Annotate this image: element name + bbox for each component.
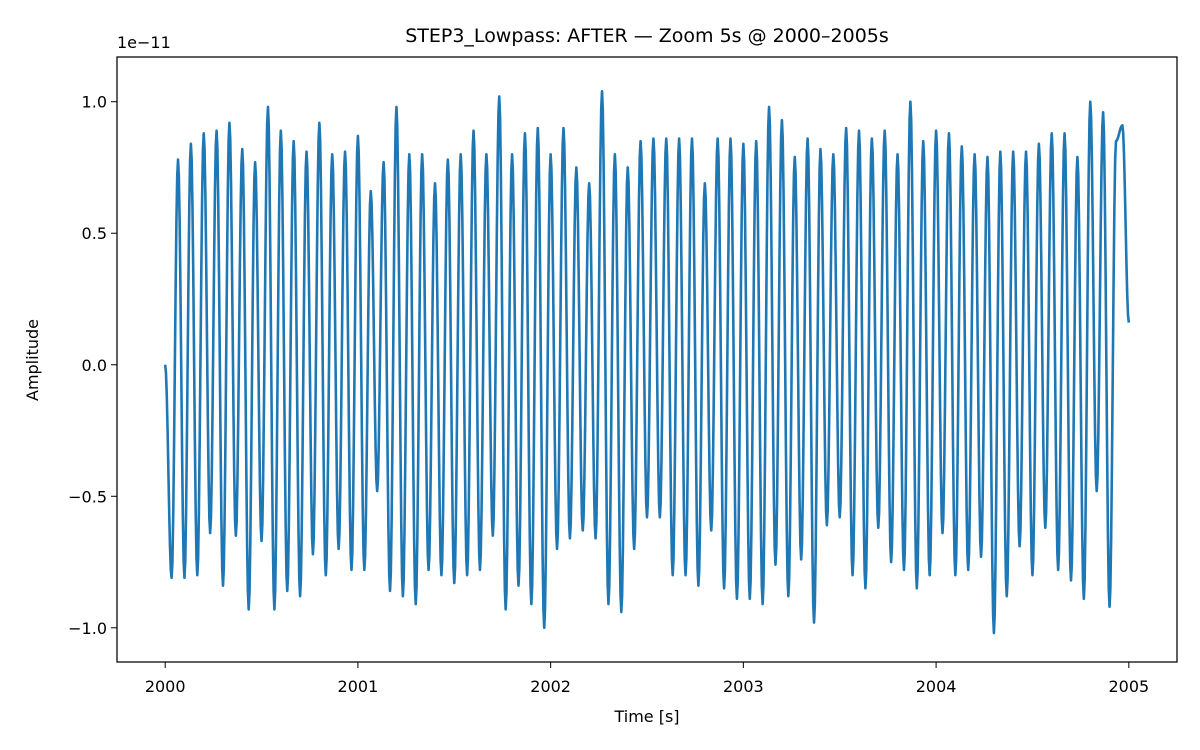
plot-frame: [116, 56, 1178, 663]
y-tick-label: 0.5: [82, 224, 107, 243]
x-axis-label: Time [s]: [613, 707, 679, 726]
y-axis-label: Amplitude: [23, 319, 42, 401]
x-tick-label: 2004: [916, 677, 957, 696]
x-tick-label: 2001: [338, 677, 379, 696]
y-tick-label: 1.0: [82, 93, 107, 112]
y-tick-label: −1.0: [68, 619, 107, 638]
series-line-signal: [163, 89, 1131, 635]
y-offset-label: 1e−11: [117, 33, 171, 52]
x-tick-label: 2002: [530, 677, 571, 696]
y-tick-label: −0.5: [68, 487, 107, 506]
y-tick-label: 0.0: [82, 356, 107, 375]
x-tick-label: 2000: [145, 677, 186, 696]
chart-title: STEP3_Lowpass: AFTER — Zoom 5s @ 2000–20…: [405, 25, 889, 47]
x-tick-label: 2003: [723, 677, 764, 696]
x-tick-label: 2005: [1108, 677, 1149, 696]
